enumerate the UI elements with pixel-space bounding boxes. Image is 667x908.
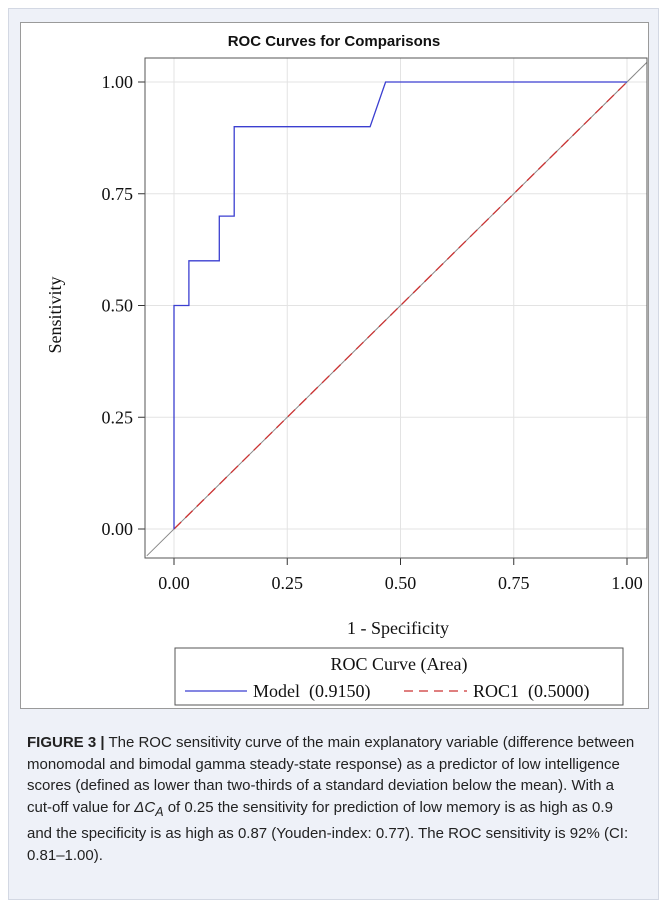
series-line-model (173, 81, 627, 529)
x-tick-label: 0.00 (158, 573, 190, 593)
legend-box (174, 647, 624, 706)
y-tick-label: 1.00 (102, 72, 134, 92)
plot-layer: 0.00 0.00 0.25 0.25 0.50 0.50 0.75 0.75 1.00 1.00 (102, 57, 648, 593)
roc-chart: ROC Curves for Comparisons 0.000.000.250… (45, 33, 648, 706)
plot-border (144, 57, 648, 559)
legend-title: ROC Curve (Area) (331, 654, 468, 675)
caption-symbol: ΔC (134, 798, 156, 816)
y-tick-label: 0.75 (102, 184, 134, 204)
legend: ROC Curve (Area) Model (0.9150) ROC1 (0.… (174, 647, 624, 706)
x-axis-label: 1 - Specificity (347, 618, 449, 638)
y-tick-label: 0.25 (102, 407, 134, 427)
y-tick-label: 0.50 (102, 296, 134, 316)
y-axis-label: Sensitivity (45, 276, 65, 353)
caption-text-part2: of 0.25 the sensitivity for prediction o… (27, 798, 629, 864)
figure-label: FIGURE 3 | (27, 734, 105, 751)
caption-symbol-subscript: A (155, 804, 164, 819)
x-tick-label: 0.25 (272, 573, 304, 593)
figure-panel: ROC Curves for Comparisons 0.00 0.00 0.25 0… (8, 8, 659, 900)
chart-title: ROC Curves for Comparisons (228, 33, 441, 50)
series-line-roc1 (173, 81, 628, 530)
legend-entry-model: Model (0.9150) (253, 681, 370, 702)
chart-frame: ROC Curves for Comparisons 0.00 0.00 0.25 0… (20, 22, 649, 709)
x-tick-label: 0.50 (385, 573, 417, 593)
legend-entry-roc1: ROC1 (0.5000) (473, 681, 590, 702)
x-tick-label: 0.75 (498, 573, 530, 593)
x-tick-label: 1.00 (611, 573, 643, 593)
caption-text-part1: The ROC sensitivity curve of the main ex… (27, 734, 635, 816)
y-tick-label: 0.00 (102, 519, 134, 539)
figure-caption: FIGURE 3 | The ROC sensitivity curve of … (27, 732, 639, 866)
